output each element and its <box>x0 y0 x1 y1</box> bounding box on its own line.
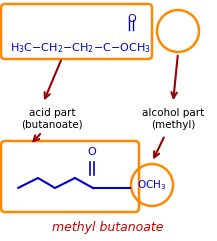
Text: O: O <box>88 147 96 157</box>
Text: OCH$_3$: OCH$_3$ <box>137 178 167 192</box>
Text: alcohol part
(methyl): alcohol part (methyl) <box>142 108 204 130</box>
Text: O: O <box>128 14 136 24</box>
Text: methyl butanoate: methyl butanoate <box>52 221 164 234</box>
Text: H$_3$C$-$CH$_2$$-$CH$_2$$-$C$-$OCH$_3$: H$_3$C$-$CH$_2$$-$CH$_2$$-$C$-$OCH$_3$ <box>10 41 151 55</box>
Text: acid part
(butanoate): acid part (butanoate) <box>21 108 83 130</box>
